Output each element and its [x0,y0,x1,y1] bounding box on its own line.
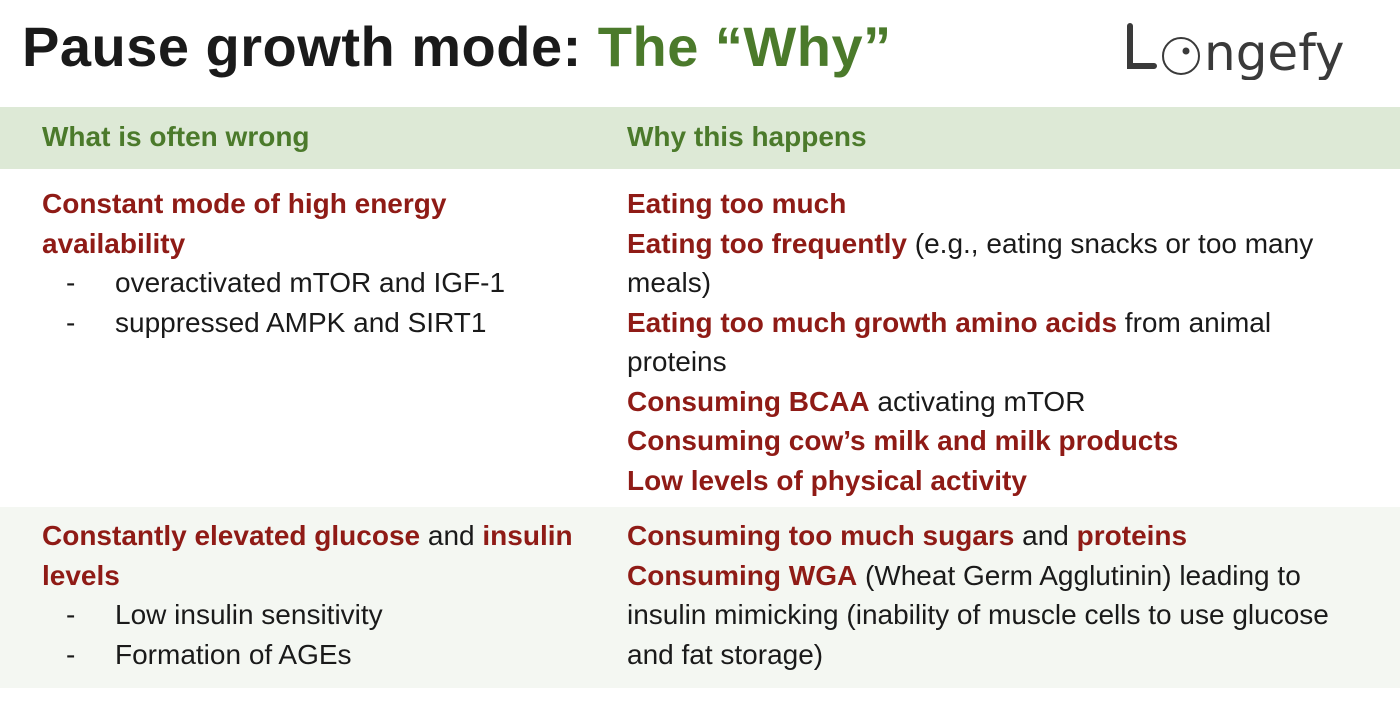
row2-problem: Constantly elevated glucose and insulin … [42,516,582,595]
cause-bold: Consuming WGA [627,559,858,591]
cause-bold: Eating too frequently [627,227,907,259]
bullet-item: - overactivated mTOR and IGF-1 [42,263,582,303]
cause-item: Consuming too much sugars and proteins [627,516,1357,556]
bullet-text: suppressed AMPK and SIRT1 [115,306,487,338]
cause-rest: (e.g., eating snacks or too many meals) [627,227,1314,299]
row1-right: Eating too much Eating too frequently (e… [627,184,1367,500]
header-why-happens: Why this happens [627,121,867,152]
cause-rest: (Wheat Germ Agglutinin) leading to insul… [627,559,1329,670]
cause-bold: proteins [1076,520,1188,551]
problem-mid: and [420,520,483,551]
row1-problem: Constant mode of high energy availabilit… [42,188,447,259]
cause-item: Eating too much growth amino acids from … [627,303,1367,382]
header-what-is-wrong: What is often wrong [42,121,310,152]
cause-bold: Consuming too much sugars [627,520,1015,551]
bullet-dash: - [66,267,76,298]
cause-rest: from animal proteins [627,306,1272,378]
bullet-text: Formation of AGEs [115,638,352,670]
cause-bold: Eating too much growth amino acids [627,306,1118,338]
bullet-text: overactivated mTOR and IGF-1 [115,267,506,298]
cause-bold: Eating too much [627,188,847,219]
bullet-dash: - [66,638,76,670]
slide-title: Pause growth mode: The “Why” [22,14,892,79]
bullet-item: - Low insulin sensitivity [42,595,582,635]
cause-rest: activating mTOR [869,385,1086,417]
cause-bold: Consuming BCAA [627,385,870,417]
cause-item: Eating too frequently (e.g., eating snac… [627,224,1367,303]
longefy-logo: ngefy [1127,23,1345,80]
row1-left: Constant mode of high energy availabilit… [42,184,582,342]
cause-bold: Low levels of physical activity [627,464,1027,496]
row-band [0,507,1400,688]
bullet-item: - suppressed AMPK and SIRT1 [42,303,582,343]
bullet-dash: - [66,306,76,338]
row2-left: Constantly elevated glucose and insulin … [42,516,582,674]
cause-item: Low levels of physical activity [627,461,1367,501]
cause-item: Eating too much [627,184,1367,224]
cause-item: Consuming WGA (Wheat Germ Agglutinin) le… [627,556,1357,675]
cause-bold: Consuming cow’s milk and milk products [627,425,1179,456]
title-accent: The “Why” [597,15,892,78]
row2-right: Consuming too much sugars and proteins C… [627,516,1357,674]
problem-bold: Constantly elevated glucose [42,520,421,551]
problem-bold: insulin levels [42,520,573,591]
title-main: Pause growth mode: [22,15,598,78]
bullet-item: - Formation of AGEs [42,635,582,675]
table-header: What is often wrong Why this happens [0,107,1400,169]
svg-text:ngefy: ngefy [1204,24,1345,80]
bullet-text: Low insulin sensitivity [115,599,383,630]
cause-item: Consuming cow’s milk and milk products [627,421,1367,461]
bullet-dash: - [66,599,76,630]
cause-mid: and [1014,520,1077,551]
cause-item: Consuming BCAA activating mTOR [627,382,1367,422]
